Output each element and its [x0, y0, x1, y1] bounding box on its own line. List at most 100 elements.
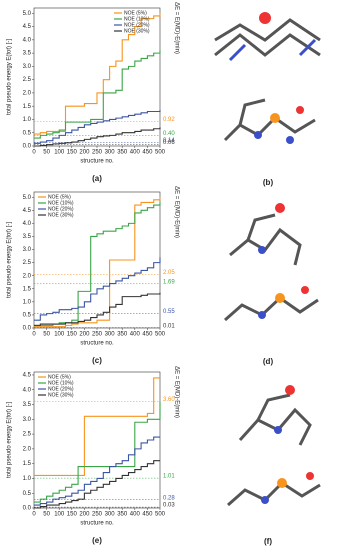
y-tick-label: 0.0 — [23, 144, 32, 150]
legend-label: NOE (10%) — [48, 380, 74, 386]
y-axis-title: total pseudo energy E(tot) [-] — [7, 39, 13, 115]
legend-label: NOE (20%) — [48, 386, 74, 392]
y-tick-label: 0.0 — [23, 506, 32, 512]
legend-label: NOE (30%) — [48, 212, 74, 218]
annotation: 2.05 — [163, 270, 175, 276]
y-tick-label: 1.0 — [23, 299, 32, 305]
annotation: 1.01 — [163, 474, 175, 480]
x-tick-label: 150 — [67, 512, 78, 518]
side-label: ΔE = E(MD)-E(min) — [173, 2, 179, 54]
annotation: 3.60 — [163, 397, 175, 403]
step-line — [34, 13, 161, 135]
x-tick-label: 0 — [32, 332, 36, 338]
step-line — [34, 127, 161, 147]
molecule-f — [227, 385, 321, 507]
y-tick-label: 0.5 — [23, 130, 32, 136]
x-tick-label: 100 — [54, 512, 65, 518]
x-tick-label: 200 — [79, 512, 90, 518]
y-tick-label: 4.0 — [23, 37, 32, 43]
x-tick-label: 450 — [142, 150, 153, 156]
x-tick-label: 200 — [79, 332, 90, 338]
step-line — [34, 257, 161, 321]
step-line — [34, 436, 160, 506]
step-line — [34, 401, 161, 503]
atom — [259, 12, 271, 24]
y-tick-label: 4.5 — [23, 373, 32, 379]
x-tick-label: 500 — [155, 332, 166, 338]
x-tick-label: 50 — [43, 332, 50, 338]
x-tick-label: 50 — [43, 512, 50, 518]
x-tick-label: 250 — [92, 512, 103, 518]
y-tick-label: 2.0 — [23, 273, 32, 279]
side-label: ΔE = E(MD)-E(min) — [173, 186, 179, 238]
x-tick-label: 250 — [92, 150, 103, 156]
x-tick-label: 300 — [105, 150, 116, 156]
y-tick-label: 5.0 — [23, 195, 32, 201]
y-tick-label: 3.0 — [23, 64, 32, 70]
y-tick-label: 1.0 — [23, 476, 32, 482]
y-tick-label: 0.5 — [23, 313, 32, 319]
y-tick-label: 4.0 — [23, 387, 32, 393]
y-tick-label: 0.5 — [23, 491, 32, 497]
step-line — [34, 377, 160, 477]
y-tick-label: 2.5 — [23, 260, 32, 266]
x-tick-label: 300 — [105, 332, 116, 338]
legend-label: NOE (20%) — [124, 22, 150, 28]
side-label: ΔE = E(MD)-E(min) — [173, 366, 179, 418]
annotation: 0.01 — [163, 323, 175, 329]
step-line — [34, 292, 161, 326]
legend-label: NOE (5%) — [124, 10, 147, 16]
panel-label: (f) — [264, 537, 272, 546]
step-line — [34, 460, 160, 509]
x-tick-label: 350 — [117, 512, 128, 518]
legend-label: NOE (30%) — [48, 392, 74, 398]
x-tick-label: 300 — [105, 512, 116, 518]
annotation: 0.40 — [163, 131, 175, 137]
panel-label: (d) — [263, 357, 274, 366]
x-axis-title: structure no. — [80, 341, 114, 347]
legend-label: NOE (10%) — [124, 16, 150, 22]
x-tick-label: 100 — [54, 150, 65, 156]
legend-label: NOE (10%) — [48, 200, 74, 206]
y-tick-label: 2.5 — [23, 432, 32, 438]
legend-label: NOE (20%) — [48, 206, 74, 212]
x-tick-label: 150 — [67, 332, 78, 338]
legend-label: NOE (5%) — [48, 374, 71, 380]
y-tick-label: 3.0 — [23, 417, 32, 423]
y-tick-label: 1.5 — [23, 461, 32, 467]
x-tick-label: 50 — [43, 150, 50, 156]
x-axis-title: structure no. — [80, 159, 114, 165]
y-tick-label: 0.0 — [23, 326, 32, 332]
x-tick-label: 200 — [79, 150, 90, 156]
y-axis-title: total pseudo energy E(tot) [-] — [7, 402, 13, 478]
panel-label: (c) — [92, 356, 102, 365]
annotation: 0.06 — [163, 140, 175, 146]
y-tick-label: 4.0 — [23, 221, 32, 227]
x-tick-label: 400 — [130, 512, 141, 518]
panel-label: (a) — [92, 174, 102, 183]
x-axis-title: structure no. — [80, 521, 114, 527]
y-tick-label: 1.0 — [23, 117, 32, 123]
y-tick-label: 2.0 — [23, 91, 32, 97]
annotation: 0.14 — [163, 138, 175, 144]
x-tick-label: 350 — [117, 332, 128, 338]
annotation: 0.03 — [163, 503, 175, 509]
annotation: 0.28 — [163, 495, 175, 501]
y-tick-label: 2.0 — [23, 446, 32, 452]
x-tick-label: 500 — [155, 512, 166, 518]
annotation: 0.55 — [163, 309, 175, 315]
molecule-d — [224, 203, 319, 322]
x-tick-label: 250 — [92, 332, 103, 338]
annotation: 1.69 — [163, 279, 175, 285]
y-tick-label: 1.5 — [23, 286, 32, 292]
panel-label: (e) — [92, 536, 102, 545]
step-line — [34, 110, 161, 144]
x-tick-label: 100 — [54, 332, 65, 338]
y-tick-label: 2.5 — [23, 77, 32, 83]
x-tick-label: 500 — [155, 150, 166, 156]
y-axis-title: total pseudo energy E(tot) [-] — [7, 222, 13, 298]
x-tick-label: 0 — [32, 512, 36, 518]
y-tick-label: 3.0 — [23, 247, 32, 253]
y-tick-label: 5.0 — [23, 11, 32, 17]
